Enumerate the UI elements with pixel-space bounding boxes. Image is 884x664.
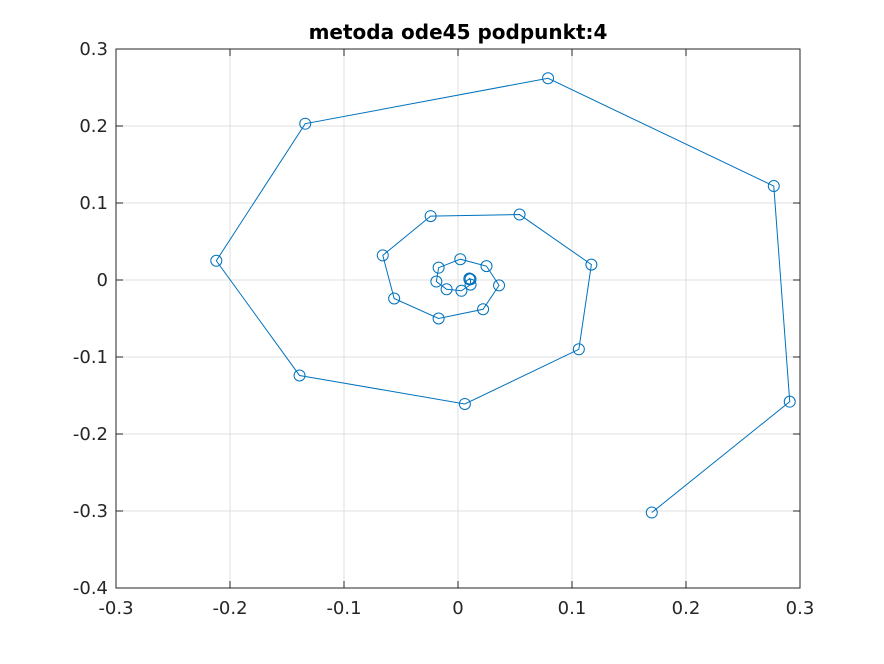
x-tick-label: -0.3 <box>98 598 133 619</box>
x-tick-label: 0.2 <box>672 598 701 619</box>
y-tick-label: -0.4 <box>73 578 108 599</box>
data-point-marker <box>477 303 490 316</box>
x-tick-label: -0.1 <box>326 598 361 619</box>
data-point-marker <box>454 253 467 266</box>
data-point-marker <box>463 273 476 286</box>
data-point-marker <box>585 258 598 271</box>
data-point-marker <box>783 395 796 408</box>
y-tick-label: -0.3 <box>73 501 108 522</box>
tick-marks <box>115 48 801 589</box>
x-tick-label: 0.1 <box>558 598 587 619</box>
data-point-marker <box>388 292 401 305</box>
y-tick-label: -0.1 <box>73 347 108 368</box>
data-point-marker <box>464 278 477 291</box>
y-tick-label: 0 <box>97 270 108 291</box>
data-point-marker <box>455 284 468 297</box>
data-point-marker <box>458 397 471 410</box>
data-point-marker <box>430 275 443 288</box>
data-point-marker <box>432 261 445 274</box>
data-point-marker <box>480 260 493 273</box>
data-point-marker <box>376 249 389 262</box>
data-point-marker <box>440 283 453 296</box>
data-point-marker <box>572 343 585 356</box>
series-layer <box>210 72 796 519</box>
y-tick-label: -0.2 <box>73 424 108 445</box>
data-point-marker <box>210 254 223 267</box>
data-point-marker <box>645 506 658 519</box>
y-tick-label: 0.2 <box>79 116 108 137</box>
y-tick-label: 0.1 <box>79 193 108 214</box>
chart-title: metoda ode45 podpunkt:4 <box>309 20 608 44</box>
data-point-marker <box>424 210 437 223</box>
data-point-marker <box>513 208 526 221</box>
x-tick-label: 0 <box>452 598 463 619</box>
data-point-marker <box>767 180 780 193</box>
x-tick-label: -0.2 <box>212 598 247 619</box>
data-point-marker <box>293 369 306 382</box>
series-line <box>215 77 791 513</box>
data-point-marker <box>493 279 506 292</box>
y-tick-label: 0.3 <box>79 39 108 60</box>
y-tick-labels: -0.4 -0.3 -0.2 -0.1 0 0.1 0.2 0.3 <box>73 39 108 599</box>
data-point-marker <box>542 72 555 85</box>
data-point-marker <box>299 117 312 130</box>
x-tick-label: 0.3 <box>786 598 815 619</box>
data-point-marker <box>432 312 445 325</box>
x-tick-labels: -0.3 -0.2 -0.1 0 0.1 0.2 0.3 <box>98 598 814 619</box>
